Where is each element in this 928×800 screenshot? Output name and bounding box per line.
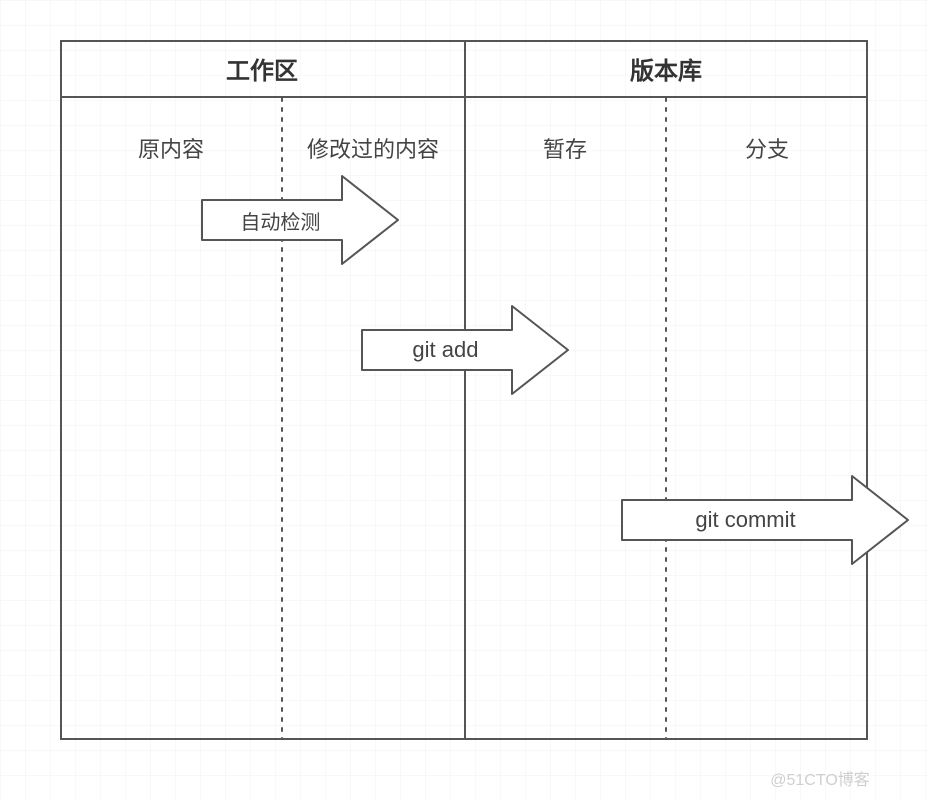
- column-branch: 分支: [745, 132, 789, 164]
- header-left: 工作区: [226, 51, 298, 86]
- page: 工作区 版本库 原内容 修改过的内容 暂存 分支 自动检测 git add gi…: [0, 0, 928, 800]
- watermark: @51CTO博客: [770, 766, 870, 790]
- diagram: 工作区 版本库 原内容 修改过的内容 暂存 分支 自动检测 git add gi…: [60, 40, 868, 740]
- column-original: 原内容: [138, 132, 204, 164]
- header-right: 版本库: [630, 51, 702, 86]
- arrow-git-add-label: git add: [412, 337, 478, 363]
- arrow-auto-detect-label: 自动检测: [240, 206, 320, 235]
- arrow-git-commit-label: git commit: [695, 507, 795, 533]
- column-modified: 修改过的内容: [307, 132, 439, 164]
- column-staging: 暂存: [543, 132, 587, 164]
